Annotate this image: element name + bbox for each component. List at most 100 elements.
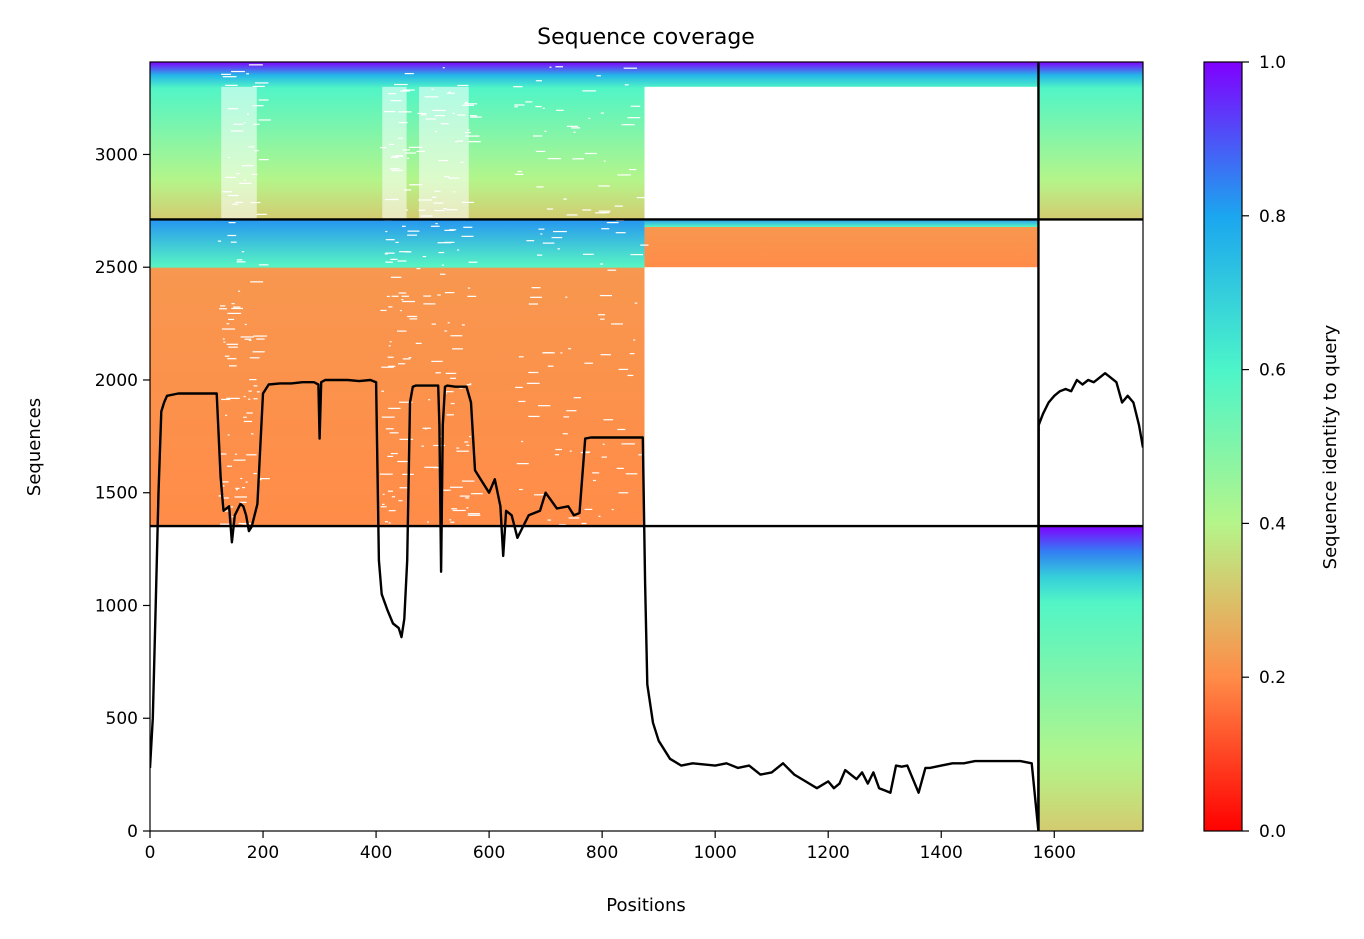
- gap-streak: [243, 416, 247, 418]
- gap-streak: [407, 157, 410, 159]
- gap-streak: [466, 384, 472, 386]
- gap-streak: [387, 455, 394, 458]
- gap-streak: [226, 397, 240, 399]
- gap-streak: [599, 294, 612, 297]
- gap-streak: [239, 501, 247, 503]
- gap-streak: [228, 318, 235, 321]
- gap-streak: [381, 416, 395, 418]
- gap-streak: [233, 306, 241, 308]
- gap-streak: [607, 269, 617, 271]
- gap-streak: [451, 508, 458, 510]
- gap-streak: [240, 477, 243, 480]
- y-tick-label: 1500: [95, 484, 138, 504]
- x-tick-label: 600: [473, 843, 505, 863]
- gap-streak: [542, 352, 555, 354]
- gap-streak: [630, 254, 643, 256]
- gap-streak: [532, 135, 543, 137]
- gap-streak: [521, 440, 524, 443]
- gap-streak: [536, 254, 543, 256]
- gap-streak: [222, 510, 231, 512]
- gap-streak: [634, 302, 638, 304]
- gap-streak: [469, 383, 472, 385]
- gap-streak: [461, 235, 474, 237]
- gap-streak: [233, 459, 246, 461]
- gap-streak: [409, 318, 418, 320]
- gap-streak: [464, 103, 478, 105]
- gap-streak: [234, 496, 248, 498]
- gap-streak: [526, 240, 535, 242]
- gap-streak: [562, 433, 568, 435]
- gap-streak: [528, 415, 540, 418]
- gap-streak: [252, 85, 265, 88]
- gap-streak: [258, 119, 271, 121]
- gap-streak: [382, 493, 385, 495]
- x-tick-label: 1200: [807, 843, 850, 863]
- gap-streak: [219, 308, 227, 310]
- gap-streak: [536, 186, 544, 188]
- gap-streak: [431, 360, 443, 362]
- gap-streak: [516, 463, 529, 465]
- alignment-blocks: [150, 62, 1143, 831]
- gap-streak: [397, 363, 406, 365]
- y-axis-label: Sequences: [24, 398, 45, 496]
- gap-streak: [568, 517, 580, 519]
- gap-streak: [230, 241, 237, 243]
- gap-streak: [225, 84, 238, 86]
- gap-streak: [526, 382, 540, 384]
- gap-streak: [603, 419, 614, 421]
- gap-streak: [535, 80, 543, 82]
- gap-streak: [229, 365, 237, 367]
- gap-streak: [426, 521, 429, 523]
- gap-streak: [397, 260, 407, 262]
- gap-streak: [557, 248, 560, 250]
- gap-streak: [390, 276, 402, 278]
- gap-streak: [225, 414, 228, 416]
- gap-streak: [547, 158, 561, 160]
- gap-streak: [241, 251, 245, 253]
- x-tick-label: 400: [360, 843, 392, 863]
- gap-streak: [222, 485, 225, 487]
- gap-streak: [611, 323, 623, 325]
- gap-streak: [554, 454, 560, 456]
- gap-streak: [402, 89, 415, 91]
- gap-streak: [616, 467, 624, 469]
- gap-streak: [388, 306, 393, 308]
- gap-streak: [388, 510, 396, 512]
- gap-streak: [415, 342, 422, 344]
- gap-streak: [467, 514, 481, 516]
- gap-streak: [444, 229, 455, 231]
- gap-streak: [384, 253, 388, 255]
- colorbar-tick-label: 0.8: [1259, 207, 1286, 227]
- gap-streak: [630, 105, 641, 107]
- gap-streak: [385, 261, 393, 263]
- gap-streak: [438, 251, 445, 254]
- gap-streak: [464, 441, 469, 443]
- gap-streak: [227, 312, 242, 314]
- gap-streak: [227, 358, 237, 360]
- gap-streak: [600, 211, 610, 214]
- gap-streak: [444, 241, 455, 243]
- gap-streak: [573, 131, 576, 133]
- gap-streak: [546, 208, 553, 210]
- gap-streak: [256, 213, 267, 215]
- y-axis: 0 500 1000 1500 2000 2500 3000: [95, 145, 150, 842]
- gap-streak: [252, 105, 264, 107]
- gap-streak: [437, 294, 441, 296]
- gap-streak: [385, 239, 395, 241]
- colorbar-label: Sequence identity to query: [1320, 324, 1341, 569]
- gap-streak: [584, 508, 593, 510]
- gap-streak: [627, 117, 641, 119]
- gap-streak: [638, 454, 652, 456]
- gap-streak: [444, 392, 447, 394]
- gap-streak: [248, 398, 251, 400]
- gap-streak: [582, 209, 592, 211]
- gap-streak: [518, 400, 526, 403]
- gap-streak: [258, 478, 270, 480]
- gap-streak: [384, 521, 389, 523]
- gap-streak: [459, 495, 470, 497]
- gap-streak: [581, 522, 587, 525]
- gap-streak: [450, 521, 455, 523]
- gap-streak: [243, 395, 246, 398]
- gap-streak: [219, 481, 229, 483]
